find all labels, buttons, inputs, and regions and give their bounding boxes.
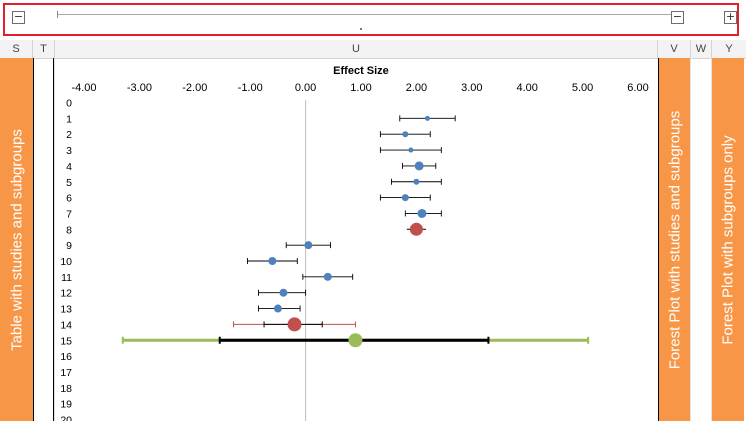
column-gridline-t [54, 58, 55, 421]
subgroup-point [409, 222, 423, 236]
zoom-out-left-button[interactable]: − [12, 10, 25, 24]
chart-left-border [53, 58, 54, 421]
column-header-u[interactable]: U [55, 40, 658, 58]
study-point [268, 257, 277, 265]
column-header-v[interactable]: V [658, 40, 691, 58]
zoom-out-right-button[interactable]: − [671, 10, 684, 24]
chart-right-border [658, 58, 659, 421]
y-tick-label: 20 [60, 415, 72, 421]
zoom-slider-tick [57, 11, 58, 18]
table-studies-subgroups-label: Table with studies and subgroups [8, 128, 25, 351]
y-tick-label: 3 [66, 145, 72, 157]
y-tick-label: 4 [66, 161, 72, 173]
study-point [417, 208, 427, 218]
study-point [273, 304, 282, 313]
x-tick-label: 3.00 [461, 82, 482, 94]
x-tick-label: 6.00 [627, 82, 648, 94]
x-tick-label: -1.00 [238, 82, 263, 94]
column-gridline-v [690, 58, 691, 421]
column-divider-left [33, 58, 34, 421]
column-header-s[interactable]: S [0, 40, 33, 58]
forest-plot-chart: Effect Size -4.00 -3.00 -2.00 -1.00 0.00 1.00… [60, 65, 649, 421]
zoom-control-bar: − − + [3, 3, 739, 36]
y-tick-label: 0 [66, 98, 72, 110]
y-tick-label: 17 [60, 367, 72, 379]
y-tick-label: 16 [60, 351, 72, 363]
y-tick-label: 19 [60, 399, 72, 411]
y-tick-label: 14 [60, 319, 72, 331]
x-tick-label: -2.00 [182, 82, 207, 94]
forest-plot-subgroups-only-button[interactable]: Forest Plot with subgroups only [712, 58, 744, 421]
forest-plot-subgroups-only-label: Forest Plot with subgroups only [719, 134, 737, 345]
y-tick-label: 2 [66, 129, 72, 141]
study-point [304, 241, 313, 250]
subgroup-point [287, 317, 302, 332]
x-tick-label: 0.00 [295, 82, 316, 94]
study-point [401, 194, 409, 202]
y-tick-label: 9 [66, 240, 72, 252]
study-point [323, 272, 332, 281]
zoom-in-button[interactable]: + [724, 10, 737, 24]
table-studies-subgroups-button[interactable]: Table with studies and subgroups [0, 58, 33, 421]
y-tick-label: 13 [60, 304, 72, 316]
study-point [413, 178, 420, 185]
study-point [414, 161, 424, 171]
y-tick-label: 8 [66, 224, 72, 236]
x-tick-label: -3.00 [127, 82, 152, 94]
y-tick-label: 18 [60, 383, 72, 395]
x-tick-label: -4.00 [71, 82, 96, 94]
y-tick-label: 11 [61, 272, 72, 284]
column-header-w[interactable]: W [691, 40, 712, 58]
study-point [424, 115, 430, 121]
forest-plot-studies-subgroups-button[interactable]: Forest Plot with studies and subgroups [659, 58, 690, 421]
y-tick-label: 1 [66, 113, 72, 125]
y-tick-label: 12 [60, 288, 72, 300]
forest-plot-studies-subgroups-label: Forest Plot with studies and subgroups [666, 110, 683, 369]
column-gridline-w [711, 58, 712, 421]
column-header-t[interactable]: T [33, 40, 55, 58]
overall-point [348, 333, 363, 348]
y-tick-label: 15 [60, 335, 72, 347]
study-point [402, 131, 409, 138]
study-point [408, 147, 414, 153]
y-tick-label: 7 [66, 208, 72, 220]
y-tick-label: 5 [66, 177, 72, 189]
x-tick-label: 5.00 [572, 82, 593, 94]
column-header-row: S T U V W Y [0, 40, 746, 59]
x-tick-label: 4.00 [516, 82, 537, 94]
y-tick-label: 6 [66, 193, 72, 205]
y-tick-label: 10 [60, 256, 72, 268]
x-tick-label: 2.00 [406, 82, 427, 94]
column-header-y[interactable]: Y [725, 43, 733, 55]
zoom-slider-track[interactable] [57, 14, 679, 15]
study-point [279, 288, 288, 297]
x-tick-label: 1.00 [350, 82, 371, 94]
zoom-center-marker [360, 28, 362, 30]
chart-title: Effect Size [333, 65, 389, 77]
